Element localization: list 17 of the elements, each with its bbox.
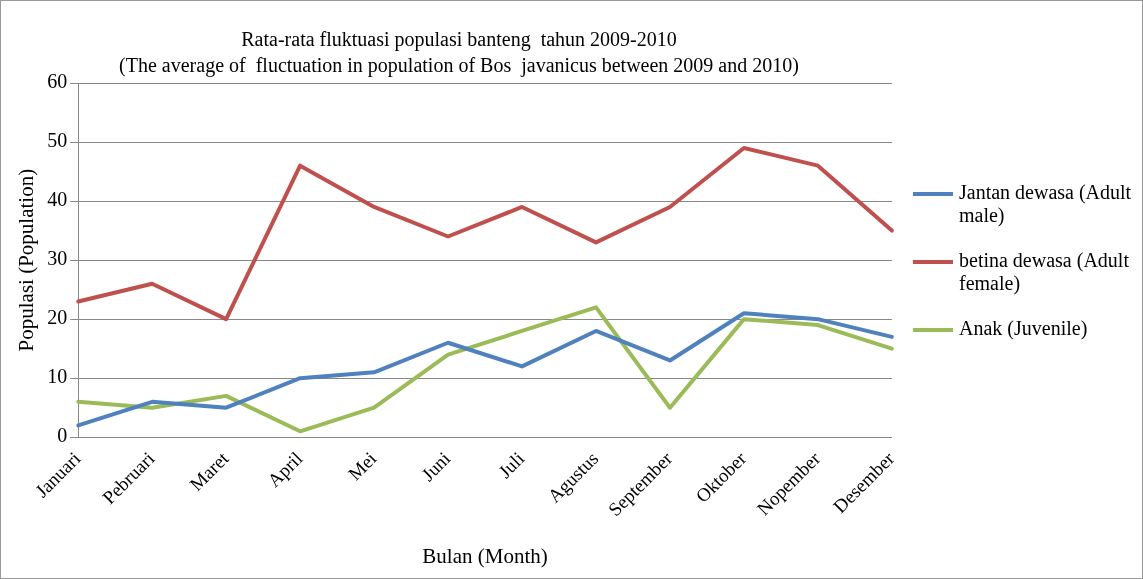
- x-tick-label: Juli: [494, 447, 529, 483]
- y-tick-label: 20: [47, 306, 68, 329]
- y-tick-label: 40: [47, 188, 68, 211]
- legend-label: Anak (Juvenile): [959, 317, 1088, 340]
- chart-subtitle: (The average of fluctuation in population of Bos javanicus between 2009 and 2010): [119, 54, 799, 78]
- x-tick-label: Mei: [343, 447, 381, 485]
- x-tick-label: Juni: [417, 447, 455, 486]
- y-tick-label: 50: [47, 129, 68, 152]
- y-tick-label: 10: [47, 365, 68, 388]
- y-tick-label: 60: [47, 70, 68, 93]
- y-tick-label: 30: [47, 247, 68, 270]
- y-tick-label: 0: [57, 424, 68, 447]
- y-axis-title: Populasi (Population): [14, 168, 39, 352]
- legend-label: Jantan dewasa (Adult male): [959, 181, 1133, 227]
- chart-title: Rata-rata fluktuasi populasi banteng tahun 2009-2010: [241, 28, 677, 52]
- x-axis-title: Bulan (Month): [422, 543, 548, 568]
- legend-label: betina dewasa (Adult female): [959, 249, 1130, 295]
